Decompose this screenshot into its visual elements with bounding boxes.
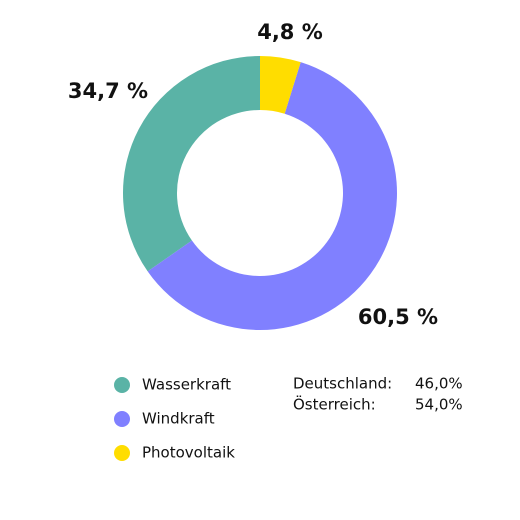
legend-marker <box>114 411 130 427</box>
legend-label: Wasserkraft <box>142 376 231 394</box>
value-label: 4,8 % <box>257 20 323 44</box>
table-value: 46,0% <box>415 375 463 393</box>
table-label: Deutschland: <box>293 375 392 393</box>
legend-marker <box>114 445 130 461</box>
table-label: Österreich: <box>293 395 376 414</box>
donut-segment <box>260 56 301 114</box>
legend-marker <box>114 377 130 393</box>
value-label: 60,5 % <box>358 305 438 329</box>
legend-label: Photovoltaik <box>142 444 235 462</box>
table-value: 54,0% <box>415 396 463 414</box>
value-label: 34,7 % <box>68 79 148 103</box>
legend-label: Windkraft <box>142 410 215 428</box>
donut-segment <box>123 56 260 272</box>
donut-segment <box>147 62 397 331</box>
